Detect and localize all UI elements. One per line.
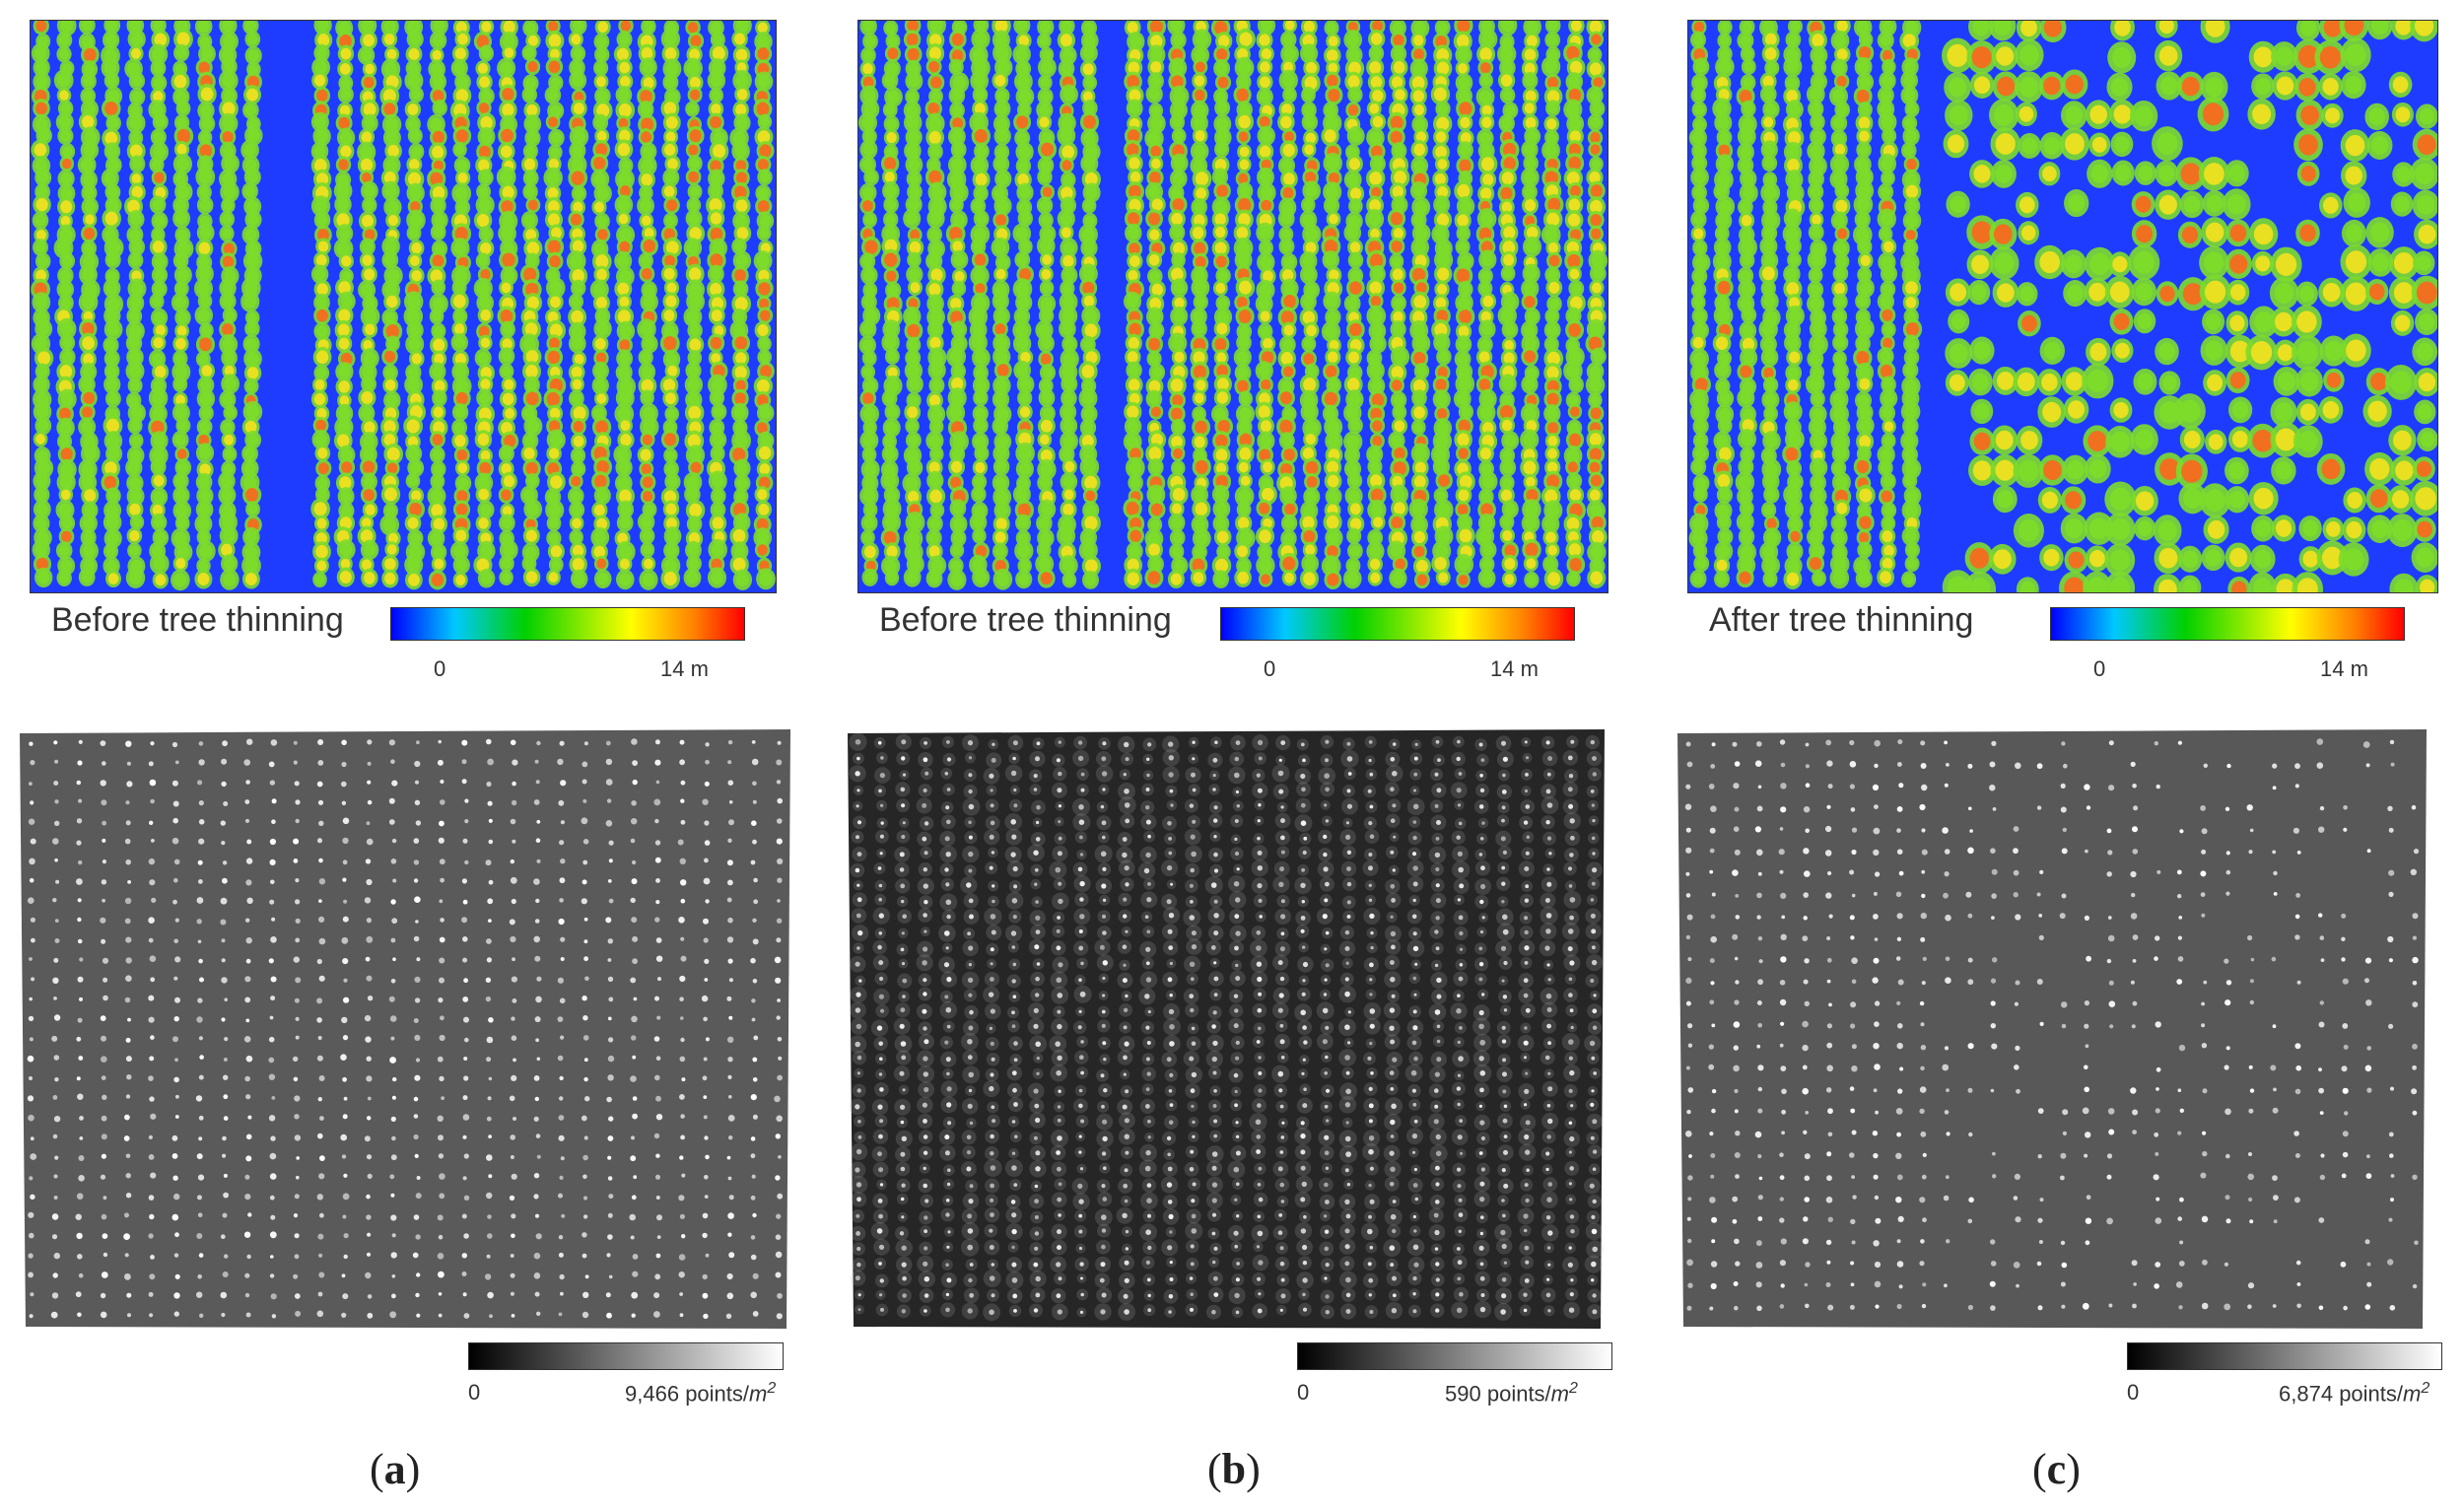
canopy-height-map-b bbox=[857, 20, 1608, 593]
density-min-label-b: 0 bbox=[1297, 1380, 1310, 1405]
height-min-label-a: 0 bbox=[434, 656, 446, 681]
density-colorbar-b bbox=[1297, 1342, 1612, 1370]
height-colorbar-c bbox=[2050, 607, 2405, 641]
heightmap-label-a: Before tree thinning bbox=[51, 601, 344, 639]
density-max-label-c: 6,874 points/m2 bbox=[2279, 1380, 2430, 1407]
canopy-height-map-a bbox=[30, 20, 777, 593]
panel-c: After tree thinning 0 14 m 0 6,874 point… bbox=[1677, 0, 2464, 1511]
height-colorbar-b bbox=[1220, 607, 1575, 641]
panel-letter-c: (c) bbox=[2032, 1445, 2081, 1493]
density-colorbar-c bbox=[2127, 1342, 2442, 1370]
point-density-map-b bbox=[848, 729, 1605, 1329]
height-max-label-a: 14 m bbox=[660, 656, 709, 681]
density-min-label-a: 0 bbox=[468, 1380, 481, 1405]
panel-letter-b: (b) bbox=[1207, 1445, 1261, 1493]
point-density-map-a bbox=[20, 729, 790, 1329]
panel-a: Before tree thinning 0 14 m 0 9,466 poin… bbox=[20, 0, 818, 1511]
canopy-height-map-c bbox=[1687, 20, 2438, 593]
point-density-map-c bbox=[1677, 729, 2427, 1329]
height-min-label-c: 0 bbox=[2093, 656, 2106, 681]
heightmap-label-b: Before tree thinning bbox=[879, 601, 1172, 639]
height-min-label-b: 0 bbox=[1264, 656, 1276, 681]
height-max-label-c: 14 m bbox=[2320, 656, 2368, 681]
height-colorbar-a bbox=[390, 607, 745, 641]
heightmap-label-c: After tree thinning bbox=[1709, 601, 1974, 639]
density-max-label-a: 9,466 points/m2 bbox=[625, 1380, 777, 1407]
panel-b: Before tree thinning 0 14 m 0 590 points… bbox=[848, 0, 1646, 1511]
panel-letter-a: (a) bbox=[370, 1445, 421, 1493]
density-colorbar-a bbox=[468, 1342, 784, 1370]
height-max-label-b: 14 m bbox=[1490, 656, 1539, 681]
density-min-label-c: 0 bbox=[2127, 1380, 2140, 1405]
density-max-label-b: 590 points/m2 bbox=[1445, 1380, 1578, 1407]
